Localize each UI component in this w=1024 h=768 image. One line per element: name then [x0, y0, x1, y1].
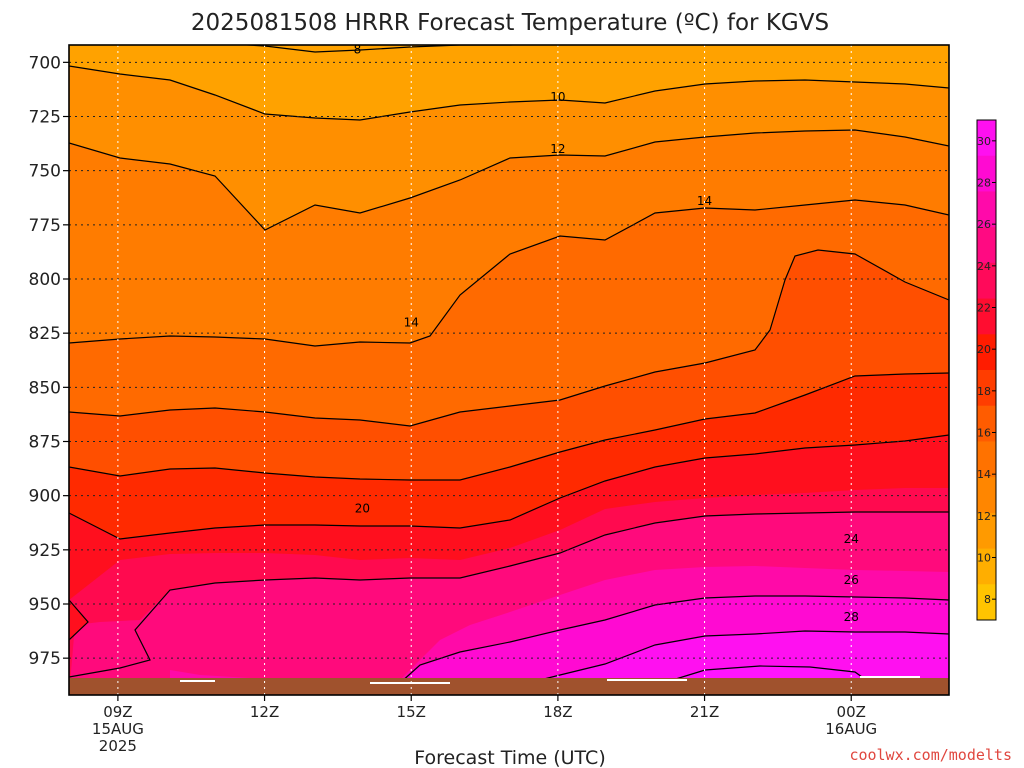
contour-label-5: 20 [355, 502, 370, 516]
x-axis-label: Forecast Time (UTC) [414, 747, 605, 768]
contour-labels: 8 10 12 14 14 20 24 26 28 [354, 42, 859, 624]
contour-label-0: 8 [354, 42, 362, 56]
contour-line-14 [69, 199, 949, 347]
colorbar-segment-4 [977, 262, 996, 300]
colorbar-tick-label-6: 20 [977, 343, 991, 356]
contour-label-4: 14 [404, 315, 419, 329]
contour-label-6: 24 [844, 532, 859, 546]
plot-frame [68, 44, 950, 696]
colorbar-segment-5 [977, 298, 996, 335]
colorbar-tick-label-3: 14 [977, 468, 991, 481]
colorbar-tick-label-7: 22 [977, 302, 991, 315]
contour-line-22 [69, 599, 89, 641]
colorbar-tick-label-4: 16 [977, 427, 991, 440]
contour-line-24 [399, 595, 949, 684]
contour-line-18 [69, 372, 949, 481]
colorbar-tick-label-8: 24 [977, 260, 991, 273]
x-tick-label-1-0: 12Z [250, 703, 279, 721]
contour-line-12 [69, 129, 949, 231]
chart-title: 2025081508 HRRR Forecast Temperature (ºC… [191, 10, 829, 36]
contour-lines [69, 45, 949, 691]
contour-line-28 [639, 665, 881, 691]
colorbar-segment-0 [977, 120, 996, 157]
x-tick-label-5-1: 16AUG [825, 720, 877, 738]
colorbar-segment-3 [977, 227, 996, 264]
contour-label-7: 26 [844, 573, 859, 587]
colorbar-frame [976, 119, 997, 621]
x-tick-label-5-0: 00Z [837, 703, 866, 721]
x-tick-label-4-0: 21Z [690, 703, 719, 721]
colorbar-segment-10 [977, 477, 996, 514]
ground-white-marks [180, 676, 920, 684]
y-axis: 700 725 750 775 800 825 850 875 900 925 950 975 [29, 53, 69, 669]
y-tick-label-10: 950 [29, 595, 61, 615]
x-tick-label-0-2: 2025 [99, 737, 137, 755]
ground-surface [69, 678, 949, 695]
contour-label-1: 10 [550, 90, 565, 104]
colorbar-segment-13 [977, 584, 996, 621]
contour-line-22b [69, 511, 949, 678]
x-tick-label-0-0: 09Z [103, 703, 132, 721]
y-tick-label-9: 925 [29, 541, 61, 561]
y-tick-label-5: 825 [29, 324, 61, 344]
y-tick-label-0: 700 [29, 53, 61, 73]
grid-lines [69, 45, 949, 695]
x-tick-label-2-0: 15Z [397, 703, 426, 721]
colorbar-tick-label-10: 28 [977, 177, 991, 190]
contour-line-26 [499, 630, 949, 691]
contour-line-20 [69, 434, 949, 540]
colorbar-segment-1 [977, 155, 996, 192]
colorbar-tick-label-2: 12 [977, 510, 991, 523]
colorbar-segment-9 [977, 441, 996, 478]
colorbar-tick-label-0: 8 [984, 593, 991, 606]
colorbar-tick-label-9: 26 [977, 218, 991, 231]
x-tick-label-0-1: 15AUG [92, 720, 144, 738]
colorbar-segment-6 [977, 334, 996, 371]
contour-line-8 [238, 45, 526, 53]
x-tick-label-3-0: 18Z [543, 703, 572, 721]
contour-label-3: 14 [697, 194, 712, 208]
colorbar-tick-label-11: 30 [977, 135, 991, 148]
band-left-18-20 [69, 600, 88, 640]
y-tick-label-11: 975 [29, 649, 61, 669]
contour-line-16 [69, 249, 949, 427]
y-tick-label-4: 800 [29, 270, 61, 290]
contour-label-2: 12 [550, 142, 565, 156]
contour-line-10 [69, 65, 949, 121]
y-tick-label-7: 875 [29, 433, 61, 453]
colorbar-segment-7 [977, 370, 996, 407]
watermark: coolwx.com/modelts [849, 746, 1012, 764]
contour-label-8: 28 [844, 610, 859, 624]
colorbar-segment-11 [977, 512, 996, 550]
y-tick-label-2: 750 [29, 162, 61, 182]
colorbar-segment-8 [977, 405, 996, 442]
y-tick-label-8: 900 [29, 487, 61, 507]
colorbar-tick-label-5: 18 [977, 385, 991, 398]
y-tick-label-3: 775 [29, 216, 61, 236]
y-tick-label-1: 725 [29, 108, 61, 128]
colorbar-tick-label-1: 10 [977, 552, 991, 565]
y-tick-label-6: 850 [29, 378, 61, 398]
colorbar-segment-12 [977, 548, 996, 585]
colorbar: 8 10 12 14 16 18 20 22 24 26 28 30 [976, 119, 997, 621]
colorbar-segment-2 [977, 191, 996, 228]
